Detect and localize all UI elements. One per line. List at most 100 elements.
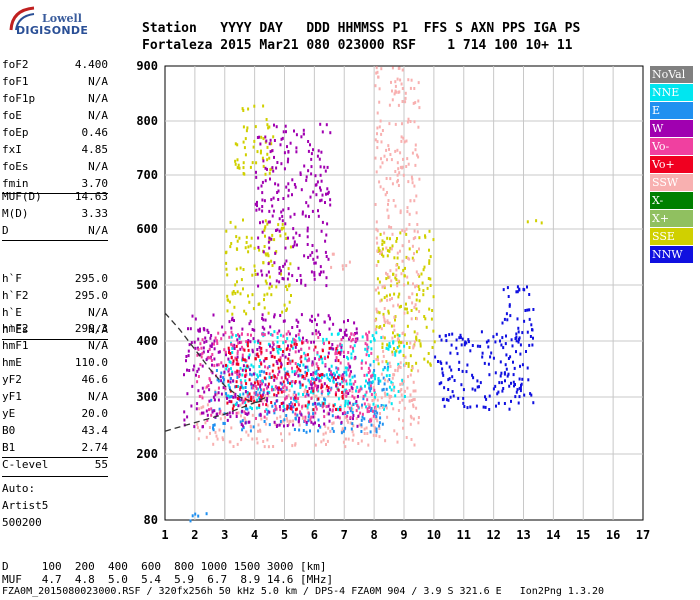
echo-point-ssw xyxy=(363,427,366,431)
echo-point-nnw xyxy=(443,404,446,408)
echo-point-vo xyxy=(310,396,313,400)
echo-point-e xyxy=(316,402,319,406)
echo-point-sse xyxy=(406,324,409,328)
echo-point-w xyxy=(285,185,288,189)
echo-point-vo xyxy=(353,333,356,337)
echo-point-ssw xyxy=(401,68,404,72)
echo-point-vo xyxy=(279,359,282,363)
echo-point-vo xyxy=(230,342,233,346)
echo-point-vo xyxy=(370,351,373,355)
echo-point-ssw xyxy=(412,344,415,348)
x-tick-label: 2 xyxy=(191,528,198,542)
echo-point-e xyxy=(375,430,378,434)
echo-point-nne xyxy=(268,375,271,379)
echo-point-sse xyxy=(254,269,257,273)
param-row-clevel: C-level 55 xyxy=(2,458,108,476)
echo-point-vo xyxy=(334,350,337,354)
echo-point-ssw xyxy=(266,404,269,408)
echo-point-vo xyxy=(246,341,249,345)
echo-point-vo xyxy=(335,383,338,387)
echo-point-nne xyxy=(370,347,373,351)
echo-point-sse xyxy=(266,252,269,256)
echo-point-vo xyxy=(321,373,324,376)
echo-point-ssw xyxy=(407,295,410,299)
echo-point-ssw xyxy=(240,438,243,442)
echo-point-vo xyxy=(316,365,319,368)
echo-point-w xyxy=(283,262,286,266)
echo-point-nnw xyxy=(457,368,460,371)
echo-point-sse xyxy=(387,275,390,279)
echo-point-vo xyxy=(259,341,262,345)
echo-point-ssw xyxy=(404,355,407,359)
echo-point-e xyxy=(229,395,232,399)
echo-point-vo xyxy=(259,349,262,353)
echo-point-ssw xyxy=(263,398,266,402)
echo-point-vo xyxy=(272,348,275,351)
echo-point-nnw xyxy=(507,295,510,298)
echo-point-vo xyxy=(282,390,285,393)
echo-point-nne xyxy=(345,370,348,374)
echo-point-sse xyxy=(400,341,402,345)
echo-point-w xyxy=(283,319,286,323)
echo-point-w xyxy=(297,374,300,378)
echo-point-vo xyxy=(324,357,327,360)
echo-point-w xyxy=(261,313,264,317)
echo-point-vo xyxy=(364,361,367,365)
echo-point-ssw xyxy=(418,106,421,110)
echo-point-w xyxy=(257,236,260,240)
echo-point-ssw xyxy=(413,199,416,203)
echo-point-w xyxy=(275,360,278,363)
echo-point-ssw xyxy=(380,140,383,144)
echo-point-sse xyxy=(383,240,386,244)
echo-point-e xyxy=(380,404,383,407)
echo-point-vo xyxy=(218,411,221,415)
echo-point-w xyxy=(219,375,222,379)
echo-point-nne xyxy=(368,354,370,358)
echo-point-vo xyxy=(331,409,334,413)
echo-point-vo xyxy=(310,380,312,384)
echo-point-nnw xyxy=(508,303,511,307)
echo-point-ssw xyxy=(400,393,403,397)
echo-point-nne xyxy=(345,382,348,386)
echo-point-w xyxy=(233,343,236,347)
echo-point-ssw xyxy=(281,419,284,423)
echo-point-sse xyxy=(267,254,270,258)
echo-point-sse xyxy=(263,298,265,302)
echo-point-w xyxy=(277,198,280,201)
echo-point-vo xyxy=(289,381,291,385)
legend: NoVal NNE E W Vo- Vo+ SSW X- X+ SSE NNW xyxy=(650,66,693,264)
echo-point-nnw xyxy=(444,334,447,338)
echo-point-sse xyxy=(229,220,232,224)
echo-point-ssw xyxy=(200,406,203,410)
echo-point-w xyxy=(269,282,272,286)
echo-point-w xyxy=(250,382,253,386)
echo-point-w xyxy=(231,411,234,415)
echo-point-w xyxy=(294,185,297,189)
echo-point-vo xyxy=(334,415,337,419)
echo-point-vo xyxy=(303,419,306,423)
echo-point-vo xyxy=(358,389,361,393)
echo-point-nnw xyxy=(462,388,465,392)
echo-point-w xyxy=(330,346,333,350)
echo-point-ssw xyxy=(372,424,375,428)
echo-point-w xyxy=(268,410,271,414)
echo-point-w xyxy=(309,143,311,147)
echo-point-ssw xyxy=(413,443,416,447)
echo-point-e xyxy=(382,376,385,380)
echo-point-w xyxy=(325,255,328,258)
echo-point-vo xyxy=(304,415,307,419)
echo-point-w xyxy=(256,200,258,204)
param-value: N/A xyxy=(88,306,108,319)
echo-point-sse xyxy=(389,246,392,250)
echo-point-vo xyxy=(310,415,313,419)
echo-point-nne xyxy=(346,366,348,370)
echo-point-sse xyxy=(234,159,237,163)
param-separator xyxy=(2,476,108,477)
echo-point-ssw xyxy=(391,182,394,186)
echo-point-ssw xyxy=(240,414,242,418)
echo-point-sse xyxy=(264,172,267,176)
echo-point-sse xyxy=(383,336,386,340)
echo-point-vo xyxy=(347,368,350,372)
echo-point-w xyxy=(310,314,313,318)
echo-point-nne xyxy=(388,374,391,377)
